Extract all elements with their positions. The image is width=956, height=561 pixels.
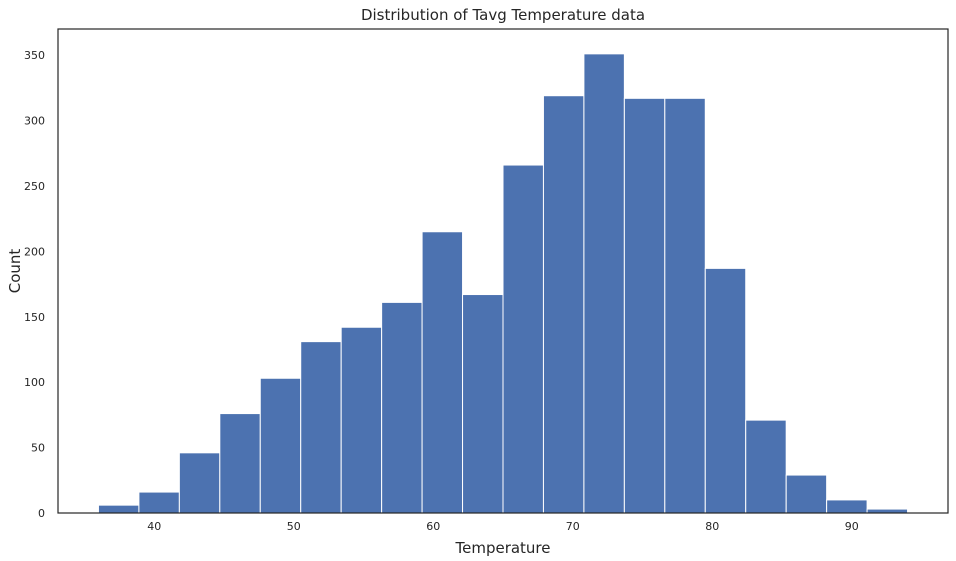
y-axis-ticks: 0 50 100 150 200 250 300 350 <box>24 49 45 520</box>
histogram-bar <box>462 294 504 514</box>
histogram-bar <box>300 341 342 514</box>
histogram-bar <box>219 413 261 514</box>
x-tick-label: 80 <box>705 520 719 533</box>
y-axis-label: Count <box>6 249 24 294</box>
histogram-bar <box>623 97 666 514</box>
x-tick-label: 60 <box>426 520 440 533</box>
histogram-bar <box>138 491 180 514</box>
histogram-bar <box>421 231 464 514</box>
x-axis-label: Temperature <box>454 539 550 557</box>
x-tick-label: 90 <box>845 520 859 533</box>
histogram-bar <box>704 267 747 514</box>
chart-title: Distribution of Tavg Temperature data <box>361 6 645 24</box>
histogram-bar <box>178 452 221 514</box>
histogram-bar <box>826 499 868 514</box>
y-tick-label: 250 <box>24 180 45 193</box>
y-tick-label: 300 <box>24 115 45 128</box>
histogram-bar <box>97 504 140 514</box>
plot-frame <box>57 28 949 514</box>
y-tick-label: 50 <box>31 442 45 455</box>
x-tick-label: 70 <box>566 520 580 533</box>
histogram-bar <box>340 326 383 514</box>
x-tick-label: 40 <box>147 520 161 533</box>
histogram-bar <box>542 95 585 514</box>
bars-group <box>97 53 909 514</box>
y-tick-label: 0 <box>38 507 45 520</box>
x-axis-ticks: 40 50 60 70 80 90 <box>147 520 858 533</box>
y-tick-label: 150 <box>24 311 45 324</box>
histogram-bar <box>745 419 787 514</box>
histogram-bar <box>785 474 828 514</box>
histogram-bar <box>381 301 423 514</box>
x-tick-label: 50 <box>287 520 301 533</box>
histogram-bar <box>583 53 625 514</box>
histogram-bar <box>259 377 302 514</box>
histogram-bar <box>664 97 706 514</box>
histogram-bar <box>502 164 544 514</box>
y-tick-label: 350 <box>24 49 45 62</box>
y-tick-label: 100 <box>24 376 45 389</box>
y-tick-label: 200 <box>24 245 45 258</box>
